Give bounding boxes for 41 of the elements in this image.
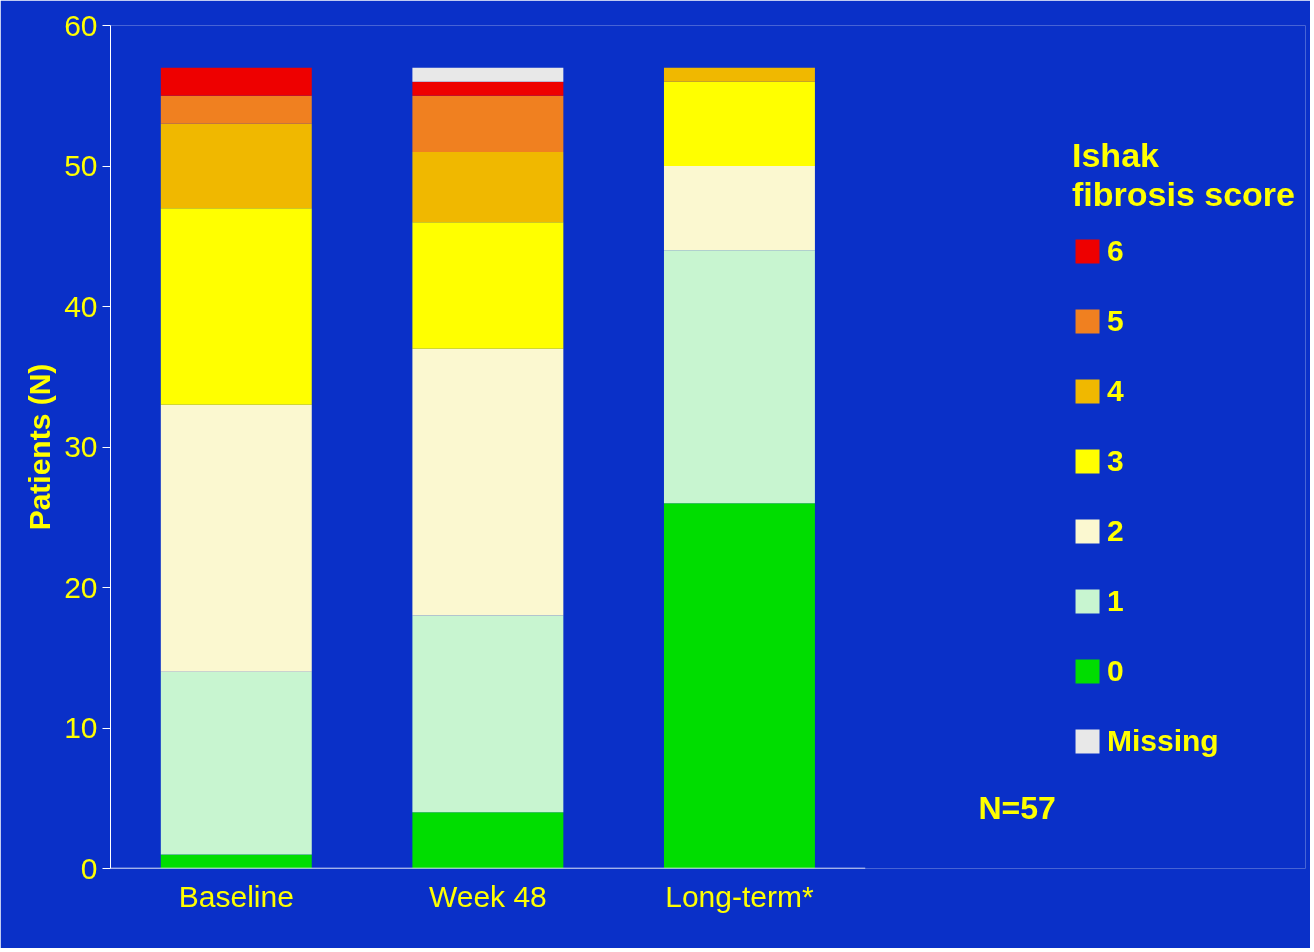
legend-label: 2 (1107, 513, 1125, 548)
legend-label: Missing (1107, 723, 1219, 758)
legend-label: 6 (1107, 233, 1125, 268)
bar (412, 222, 564, 349)
bar (412, 81, 564, 96)
bar (160, 854, 312, 869)
bar (663, 503, 815, 869)
bar (160, 404, 312, 672)
x-tick-label: Long-term* (665, 879, 814, 913)
bar (160, 671, 312, 855)
y-tick-label: 40 (64, 289, 98, 323)
text: N=57 (978, 790, 1056, 827)
bar (412, 615, 564, 813)
legend-label: 1 (1107, 583, 1125, 618)
bar (412, 95, 564, 152)
bar (412, 348, 564, 616)
legend-label: 0 (1107, 653, 1125, 688)
bar (160, 208, 312, 405)
x-tick-label: Baseline (178, 879, 294, 913)
y-tick-label: 30 (64, 430, 98, 463)
bar (663, 81, 815, 166)
legend-label: 3 (1107, 443, 1125, 478)
bar (663, 250, 815, 504)
legend-label: 5 (1107, 303, 1125, 338)
x-tick-label: Week 48 (428, 879, 547, 913)
legend-title: Ishak fibrosis score (1072, 135, 1295, 214)
legend-label: 4 (1107, 373, 1125, 408)
bar (160, 95, 312, 124)
y-tick-label: 10 (64, 711, 98, 744)
bar (412, 812, 564, 869)
y-tick-label: 60 (64, 8, 98, 42)
y-tick-label: 0 (80, 851, 98, 885)
bar (412, 67, 564, 82)
bar (663, 67, 815, 82)
bar (160, 67, 312, 96)
bar (412, 151, 564, 223)
y-tick-label: 50 (64, 149, 98, 182)
y-tick-label: 20 (64, 570, 98, 604)
bar (160, 123, 312, 209)
bar (663, 166, 815, 251)
y-axis-title: Patients (N) (23, 363, 57, 531)
